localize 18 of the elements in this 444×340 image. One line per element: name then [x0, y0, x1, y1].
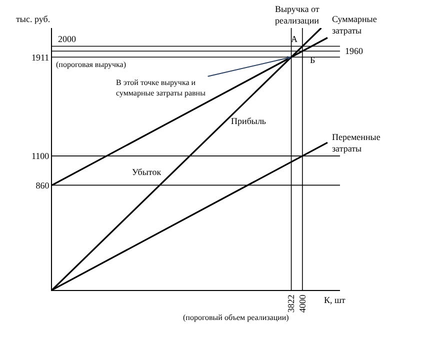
- y-axis-title: тыс. руб.: [16, 14, 50, 24]
- ref-line-label: 2000: [58, 34, 76, 44]
- series-label: Выручка от реализации: [275, 4, 320, 26]
- annotation: Убыток: [132, 167, 162, 177]
- annotation: В этой точке выручка и суммарные затраты равны: [116, 78, 206, 98]
- ref-line-label: 1960: [345, 46, 364, 56]
- series-label: Суммарные затраты: [332, 14, 377, 36]
- y-tick-label: 860: [36, 180, 50, 190]
- y-tick-label: 1100: [32, 151, 50, 162]
- annotation: (пороговая выручка): [56, 60, 126, 69]
- y-tick-label: 1911: [32, 52, 50, 62]
- text: (пороговый объем реализации): [183, 313, 290, 322]
- x-tick-label: 4000: [297, 294, 308, 313]
- x-axis-title: К, шт: [324, 295, 346, 305]
- annotation: А: [291, 34, 298, 44]
- series-label: Переменные затраты: [332, 132, 380, 154]
- x-tick-label: 3822: [286, 294, 296, 313]
- annotation: Прибыль: [231, 116, 266, 126]
